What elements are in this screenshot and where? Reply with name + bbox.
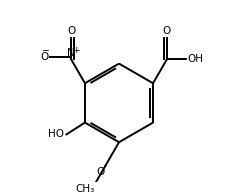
Text: O: O — [163, 26, 171, 36]
Text: −: − — [41, 46, 49, 55]
Text: OH: OH — [187, 55, 203, 64]
Text: N: N — [67, 48, 75, 58]
Text: O: O — [96, 167, 104, 177]
Text: +: + — [72, 46, 80, 55]
Text: CH₃: CH₃ — [75, 184, 94, 194]
Text: O: O — [67, 26, 75, 36]
Text: O: O — [40, 52, 48, 62]
Text: HO: HO — [48, 129, 64, 139]
